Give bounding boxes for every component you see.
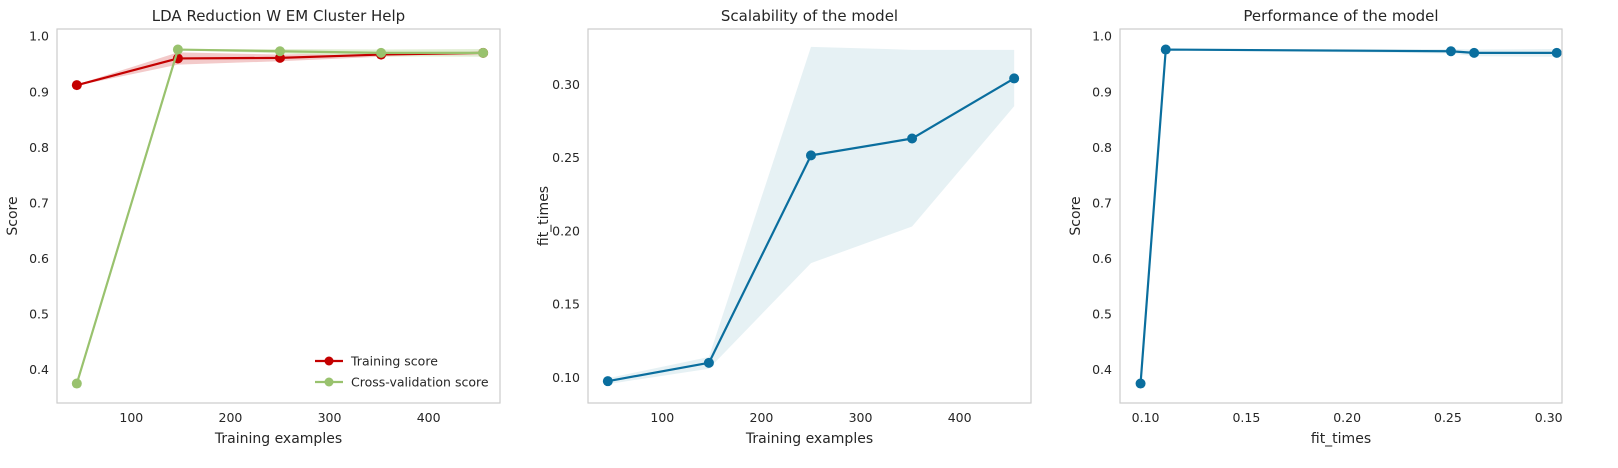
legend-marker bbox=[324, 377, 334, 387]
chart-title: Performance of the model bbox=[1243, 7, 1438, 25]
x-tick-label: 400 bbox=[948, 410, 972, 425]
data-point bbox=[172, 44, 183, 55]
x-tick-label: 0.25 bbox=[1434, 410, 1462, 425]
data-point bbox=[71, 378, 82, 389]
data-point bbox=[71, 80, 82, 91]
y-tick-label: 0.15 bbox=[552, 297, 580, 312]
confidence-band bbox=[1140, 49, 1557, 385]
confidence-band bbox=[76, 49, 484, 385]
data-point bbox=[907, 133, 918, 144]
scalability-panel: Scalability of the model Training example… bbox=[536, 7, 1032, 447]
data-point bbox=[1135, 378, 1146, 389]
x-tick-label: 0.20 bbox=[1333, 410, 1361, 425]
y-tick-label: 0.4 bbox=[29, 362, 49, 377]
y-tick-label: 0.9 bbox=[1092, 84, 1112, 99]
y-tick-label: 0.30 bbox=[552, 77, 580, 92]
performance-panel: Performance of the model fit_times Score 0.… bbox=[1068, 7, 1563, 447]
data-point bbox=[602, 376, 613, 387]
legend-marker bbox=[324, 356, 334, 366]
y-tick-label: 0.6 bbox=[29, 251, 49, 266]
confidence-band bbox=[607, 46, 1015, 385]
chart-title: Scalability of the model bbox=[721, 7, 898, 25]
y-tick-label: 1.0 bbox=[29, 29, 49, 44]
y-tick-label: 0.7 bbox=[29, 195, 49, 210]
y-tick-label: 0.7 bbox=[1092, 195, 1112, 210]
learning-curve-panel: LDA Reduction W EM Cluster Help Training … bbox=[5, 7, 501, 447]
x-tick-label: 400 bbox=[417, 410, 441, 425]
data-point bbox=[1160, 44, 1171, 55]
y-tick-label: 0.8 bbox=[1092, 140, 1112, 155]
legend-label: Training score bbox=[350, 354, 438, 369]
data-point bbox=[1445, 46, 1456, 57]
data-point bbox=[274, 46, 285, 57]
y-tick-label: 0.8 bbox=[29, 140, 49, 155]
series-line bbox=[1139, 48, 1557, 384]
data-point bbox=[805, 150, 816, 161]
axes-frame bbox=[1119, 28, 1563, 404]
chart-title: LDA Reduction W EM Cluster Help bbox=[152, 7, 405, 25]
y-tick-label: 0.5 bbox=[1092, 307, 1112, 322]
data-point bbox=[1551, 47, 1562, 58]
x-axis-label: Training examples bbox=[214, 431, 342, 447]
y-tick-label: 0.4 bbox=[1092, 362, 1112, 377]
y-tick-label: 0.5 bbox=[29, 307, 49, 322]
x-tick-label: 100 bbox=[650, 410, 674, 425]
data-point bbox=[703, 357, 714, 368]
y-tick-label: 0.25 bbox=[552, 150, 580, 165]
axes-frame bbox=[587, 28, 1032, 404]
y-tick-label: 1.0 bbox=[1092, 29, 1112, 44]
y-axis-label: Score bbox=[1068, 196, 1084, 235]
x-tick-label: 100 bbox=[119, 410, 143, 425]
x-axis-label: fit_times bbox=[1311, 431, 1371, 447]
data-point bbox=[376, 47, 387, 58]
x-tick-label: 200 bbox=[219, 410, 243, 425]
axes-frame bbox=[56, 28, 501, 404]
y-tick-label: 0.20 bbox=[552, 223, 580, 238]
y-tick-label: 0.10 bbox=[552, 370, 580, 385]
x-tick-label: 300 bbox=[318, 410, 342, 425]
x-tick-label: 0.10 bbox=[1132, 410, 1160, 425]
y-axis-label: Score bbox=[5, 196, 21, 235]
x-axis-label: Training examples bbox=[745, 431, 873, 447]
data-point bbox=[1009, 73, 1020, 84]
x-tick-label: 0.15 bbox=[1232, 410, 1260, 425]
x-tick-label: 200 bbox=[750, 410, 774, 425]
x-tick-label: 300 bbox=[849, 410, 873, 425]
y-tick-label: 0.6 bbox=[1092, 251, 1112, 266]
y-axis-label: fit_times bbox=[536, 186, 552, 246]
y-tick-label: 0.9 bbox=[29, 84, 49, 99]
data-point bbox=[478, 47, 489, 58]
series-line bbox=[75, 48, 484, 384]
x-tick-label: 0.30 bbox=[1535, 410, 1563, 425]
legend-label: Cross-validation score bbox=[351, 375, 489, 390]
data-point bbox=[1469, 47, 1480, 58]
